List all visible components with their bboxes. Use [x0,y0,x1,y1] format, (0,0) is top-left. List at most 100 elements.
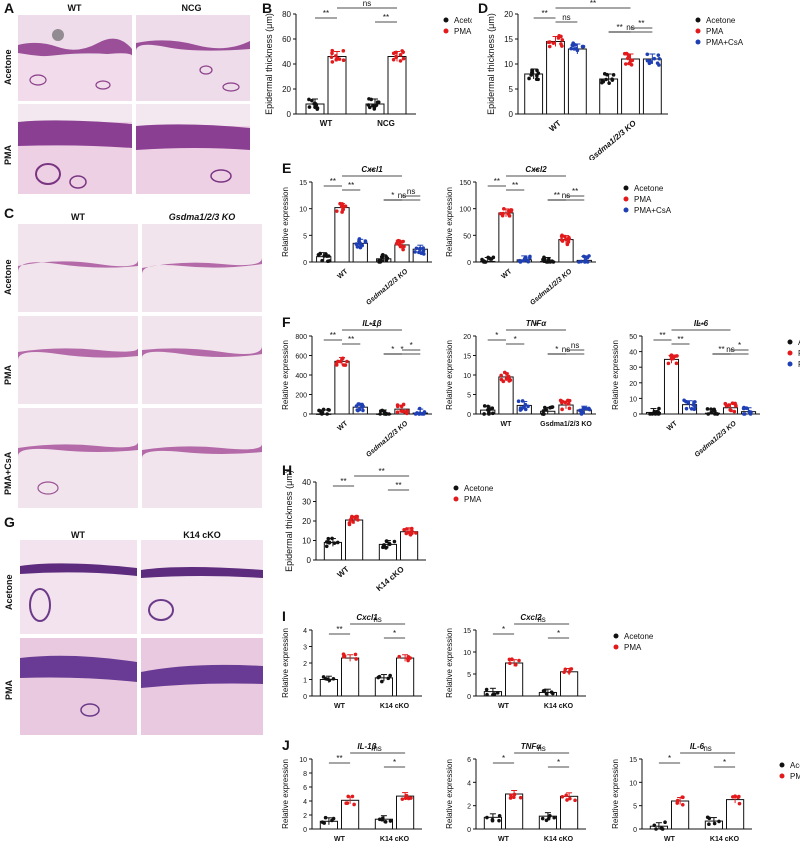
chart-title: TNFα [526,319,548,328]
data-point [401,247,405,252]
data-point [490,411,495,416]
chart-d-epidermal-thickness: 0 5 10 15 20 Epidermal thickness (μm) WT Gsdma1… [486,0,744,160]
y-tick-label: 0 [467,412,471,419]
y-tick-label: 800 [295,334,307,341]
data-point [645,58,650,63]
data-point [712,821,717,826]
data-point [358,242,362,246]
data-point [406,654,411,659]
data-point [520,399,525,403]
data-point [518,260,523,264]
y-tick-label: 2 [303,813,307,820]
data-point [335,209,339,213]
data-point [392,539,397,544]
data-point [564,237,568,242]
chart-j-il6: IL-6 0 5 10 15 Relative expression WT K14 cKO * *… [611,742,800,843]
data-point [567,398,572,403]
legend-marker [613,633,619,639]
data-point [418,246,422,251]
panel-c-pma-ko-image [142,316,262,404]
chart-title: Cxcl1 [361,165,383,174]
data-point [486,408,490,412]
data-point [527,76,531,81]
y-tick-label: 10 [629,780,637,787]
panel-a-acetone-ncg-image [136,15,250,101]
data-point [541,412,546,416]
y-tick-label: 10 [299,757,307,764]
legend-label: Acetone [706,16,736,25]
legend-label: Acetone [790,761,800,770]
y-axis-label: Relative expression [281,628,290,698]
panel-a-col-wt: WT [67,3,82,13]
data-point [601,79,606,84]
panel-label-h: H [282,462,293,478]
data-point [395,404,400,409]
panel-label-g: G [4,514,15,530]
data-point [384,539,389,543]
data-point [551,41,556,45]
data-point [413,250,417,254]
y-tick-label: 0 [633,827,637,834]
data-point [680,795,685,799]
data-point [417,406,422,411]
data-point [404,531,409,536]
data-point [354,242,359,246]
y-tick-label: 20 [282,85,291,94]
data-point [482,259,486,263]
data-point [712,409,717,413]
data-point [338,201,343,206]
data-point [331,816,336,821]
legend-label: PMA+CsA [706,38,744,47]
y-tick-label: 0 [303,412,307,419]
y-tick-label: 3 [303,645,307,652]
data-point [355,245,360,249]
y-tick-label: 600 [295,354,307,361]
sig-label: * [557,758,560,767]
data-point [742,412,747,416]
data-point [387,542,392,547]
chart-title: Cxcl2 [525,165,547,174]
sig-label: ** [395,481,401,490]
data-point [482,404,487,408]
data-point [562,670,566,674]
data-point [585,260,590,264]
data-point [355,408,360,412]
data-point [657,56,662,61]
x-tick-label: Gsdma1/2/3 KO [365,268,410,307]
data-point [502,370,507,375]
y-tick-label: 0 [467,827,471,834]
y-tick-label: 15 [504,35,513,44]
data-point [383,820,388,824]
data-point [581,410,585,415]
data-point [486,404,490,409]
chart-i-cxcl2: Cxcl2 0 5 10 15 Relative expression WT K14 cKO *… [445,613,654,710]
data-point [378,412,382,416]
sig-label: ns [537,615,545,624]
data-point [518,795,523,800]
data-point [354,404,359,408]
chart-title: IL-1β [357,742,376,751]
chart-title: TNFα [521,742,543,751]
chart-f-tnfa: TNFα 0 5 10 15 20 Relative expression WT Gsdma1/… [445,319,596,428]
data-point [401,239,405,244]
data-point [354,514,358,519]
bar-k14-cko-pma [400,531,419,561]
y-tick-label: 15 [629,757,637,764]
y-tick-label: 1 [303,678,307,685]
data-point [495,691,500,695]
panel-a-pma-ncg-image [136,104,250,194]
sig-label: * [410,341,413,350]
y-axis-label: Relative expression [281,187,290,257]
panel-a-col-ncg: NCG [181,3,202,13]
data-point [350,794,355,799]
data-point [513,662,518,667]
data-point [732,409,737,414]
data-point [421,246,425,250]
data-point [506,209,511,213]
y-axis-label: Relative expression [445,340,454,410]
legend-label: PMA [624,643,642,652]
bar-gsdma1-2-3-ko-pma-csa [642,58,662,115]
x-tick-label: WT [498,836,510,843]
data-point [314,102,318,106]
data-point [417,250,421,255]
